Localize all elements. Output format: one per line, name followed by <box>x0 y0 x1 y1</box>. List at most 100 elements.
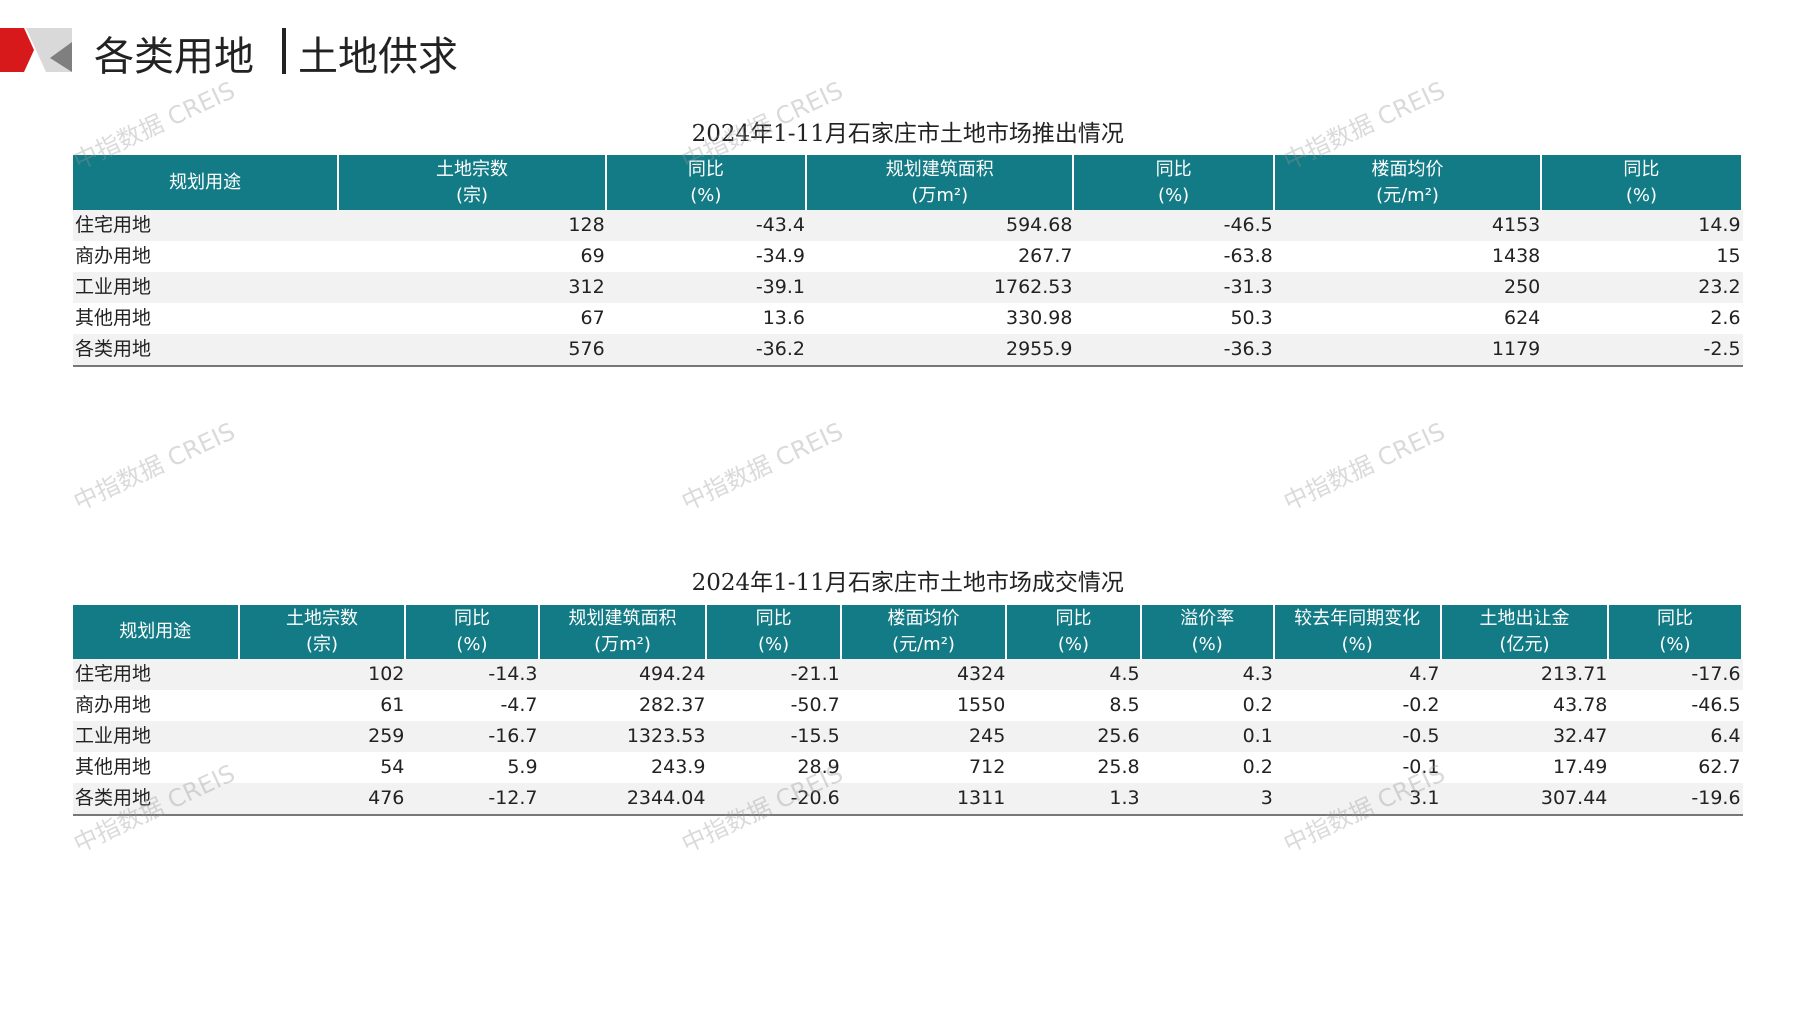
header-name: 规划用途 <box>119 621 192 642</box>
column-header: 较去年同期变化 (%) <box>1274 605 1442 659</box>
row-background <box>72 272 1743 303</box>
column-header: 同比 (%) <box>1609 605 1743 659</box>
header-name: 同比 <box>1155 158 1192 180</box>
column-header: 土地出让金 (亿元) <box>1441 605 1610 659</box>
column-header: 土地宗数 (宗) <box>339 155 607 210</box>
cell-value: 1762.53 <box>993 276 1073 298</box>
header-unit: (%) <box>1158 184 1190 206</box>
header-unit: (宗) <box>455 184 488 206</box>
cell-value: 4.5 <box>1109 663 1140 685</box>
row-label: 住宅用地 <box>74 663 151 685</box>
row-label: 其他用地 <box>74 756 151 778</box>
cell-value: 1179 <box>1491 338 1541 360</box>
cell-value: 67 <box>580 307 605 329</box>
column-header: 规划建筑面积 (万m²) <box>539 605 708 659</box>
cell-value: 476 <box>368 787 405 809</box>
cell-value: 32.47 <box>1552 725 1608 747</box>
cell-value: 250 <box>1503 276 1541 298</box>
header-name: 土地出让金 <box>1479 608 1570 629</box>
header-unit: (%) <box>456 634 488 655</box>
cell-value: -34.9 <box>755 245 805 267</box>
column-header: 溢价率 (%) <box>1141 605 1275 659</box>
cell-value: -17.6 <box>1691 663 1741 685</box>
column-header: 同比 (%) <box>1007 605 1142 659</box>
cell-value: 312 <box>568 276 605 298</box>
row-background <box>72 690 1743 721</box>
cell-value: 50.3 <box>1230 307 1273 329</box>
cell-value: 1.3 <box>1109 787 1140 809</box>
cell-value: 576 <box>568 338 605 360</box>
cell-value: 102 <box>368 663 405 685</box>
column-header: 楼面均价 (元/m²) <box>841 605 1008 659</box>
cell-value: -43.4 <box>755 214 805 236</box>
header-name: 土地宗数 <box>286 608 359 629</box>
header-unit: (亿元) <box>1499 634 1550 655</box>
cell-value: -12.7 <box>488 787 538 809</box>
column-header: 同比 (%) <box>707 605 842 659</box>
cell-value: 4.7 <box>1409 663 1440 685</box>
row-background <box>72 334 1743 365</box>
cell-value: 28.9 <box>797 756 840 778</box>
cell-value: -21.1 <box>790 663 840 685</box>
header-unit: (元/m²) <box>1376 184 1439 206</box>
table: 2024年1-11月石家庄市土地市场成交情况 规划用途 土地宗数 (宗) 同比 (%) 规划… <box>72 563 1743 816</box>
cell-value: -46.5 <box>1223 214 1273 236</box>
header-name: 规划用途 <box>169 171 242 193</box>
row-background <box>72 210 1743 241</box>
cell-value: 5.9 <box>507 756 538 778</box>
cell-value: 0.1 <box>1242 725 1273 747</box>
logo <box>0 28 72 72</box>
row-label: 住宅用地 <box>74 214 151 236</box>
cell-value: 14.9 <box>1698 214 1741 236</box>
cell-value: -4.7 <box>500 694 538 716</box>
title-separator <box>282 28 286 74</box>
row-background <box>72 721 1743 752</box>
row-label: 工业用地 <box>74 725 151 747</box>
row-background <box>72 659 1743 690</box>
cell-value: -39.1 <box>755 276 805 298</box>
column-header: 楼面均价 (元/m²) <box>1274 155 1543 210</box>
header-unit: (%) <box>1057 634 1090 655</box>
cell-value: -0.2 <box>1402 694 1440 716</box>
row-label: 工业用地 <box>74 276 151 298</box>
cell-value: 54 <box>380 756 405 778</box>
cell-value: 494.24 <box>638 663 706 685</box>
cell-value: -31.3 <box>1223 276 1273 298</box>
column-header: 规划用途 <box>72 605 240 659</box>
cell-value: 3.1 <box>1409 787 1440 809</box>
cell-value: -46.5 <box>1691 694 1741 716</box>
header-name: 楼面均价 <box>887 608 960 629</box>
header-unit: (%) <box>1191 634 1223 655</box>
cell-value: 4153 <box>1491 214 1541 236</box>
watermark: 中指数据 CREIS <box>69 417 240 517</box>
page-title: 各类用地 <box>94 34 254 80</box>
header-unit: (%) <box>758 634 790 655</box>
table-bottom-rule <box>72 814 1743 816</box>
row-background <box>72 783 1743 814</box>
watermark: 中指数据 CREIS <box>677 417 848 517</box>
header-unit: (元/m²) <box>892 634 955 655</box>
column-header: 土地宗数 (宗) <box>239 605 407 659</box>
cell-value: 17.49 <box>1552 756 1608 778</box>
cell-value: 6.4 <box>1710 725 1741 747</box>
row-label: 商办用地 <box>74 694 151 716</box>
cell-value: 13.6 <box>762 307 805 329</box>
row-background <box>72 303 1743 334</box>
row-background <box>72 241 1743 272</box>
table-title: 2024年1-11月石家庄市土地市场推出情况 <box>691 121 1124 147</box>
cell-value: 25.8 <box>1097 756 1140 778</box>
header-unit: (%) <box>1659 634 1691 655</box>
cell-value: 330.98 <box>1005 307 1073 329</box>
cell-value: -36.3 <box>1223 338 1273 360</box>
header-name: 较去年同期变化 <box>1294 608 1421 629</box>
cell-value: 15 <box>1716 245 1741 267</box>
column-header: 同比 (%) <box>406 605 540 659</box>
cell-value: 1311 <box>956 787 1006 809</box>
cell-value: -20.6 <box>790 787 840 809</box>
header-unit: (万m²) <box>594 634 651 655</box>
table-bottom-rule <box>72 365 1743 367</box>
header-name: 同比 <box>1656 608 1693 629</box>
cell-value: -15.5 <box>790 725 840 747</box>
row-background <box>72 752 1743 783</box>
header-unit: (%) <box>1341 634 1373 655</box>
